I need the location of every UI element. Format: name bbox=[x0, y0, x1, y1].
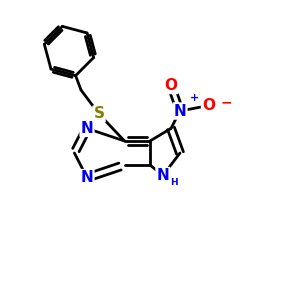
Text: H: H bbox=[170, 178, 178, 187]
Text: N: N bbox=[81, 170, 93, 185]
Text: N: N bbox=[174, 103, 186, 118]
Text: N: N bbox=[157, 168, 169, 183]
Text: O: O bbox=[202, 98, 215, 113]
Text: S: S bbox=[94, 106, 104, 122]
Text: N: N bbox=[81, 121, 93, 136]
Text: +: + bbox=[190, 93, 199, 103]
Text: −: − bbox=[221, 96, 232, 110]
Text: O: O bbox=[164, 78, 178, 93]
